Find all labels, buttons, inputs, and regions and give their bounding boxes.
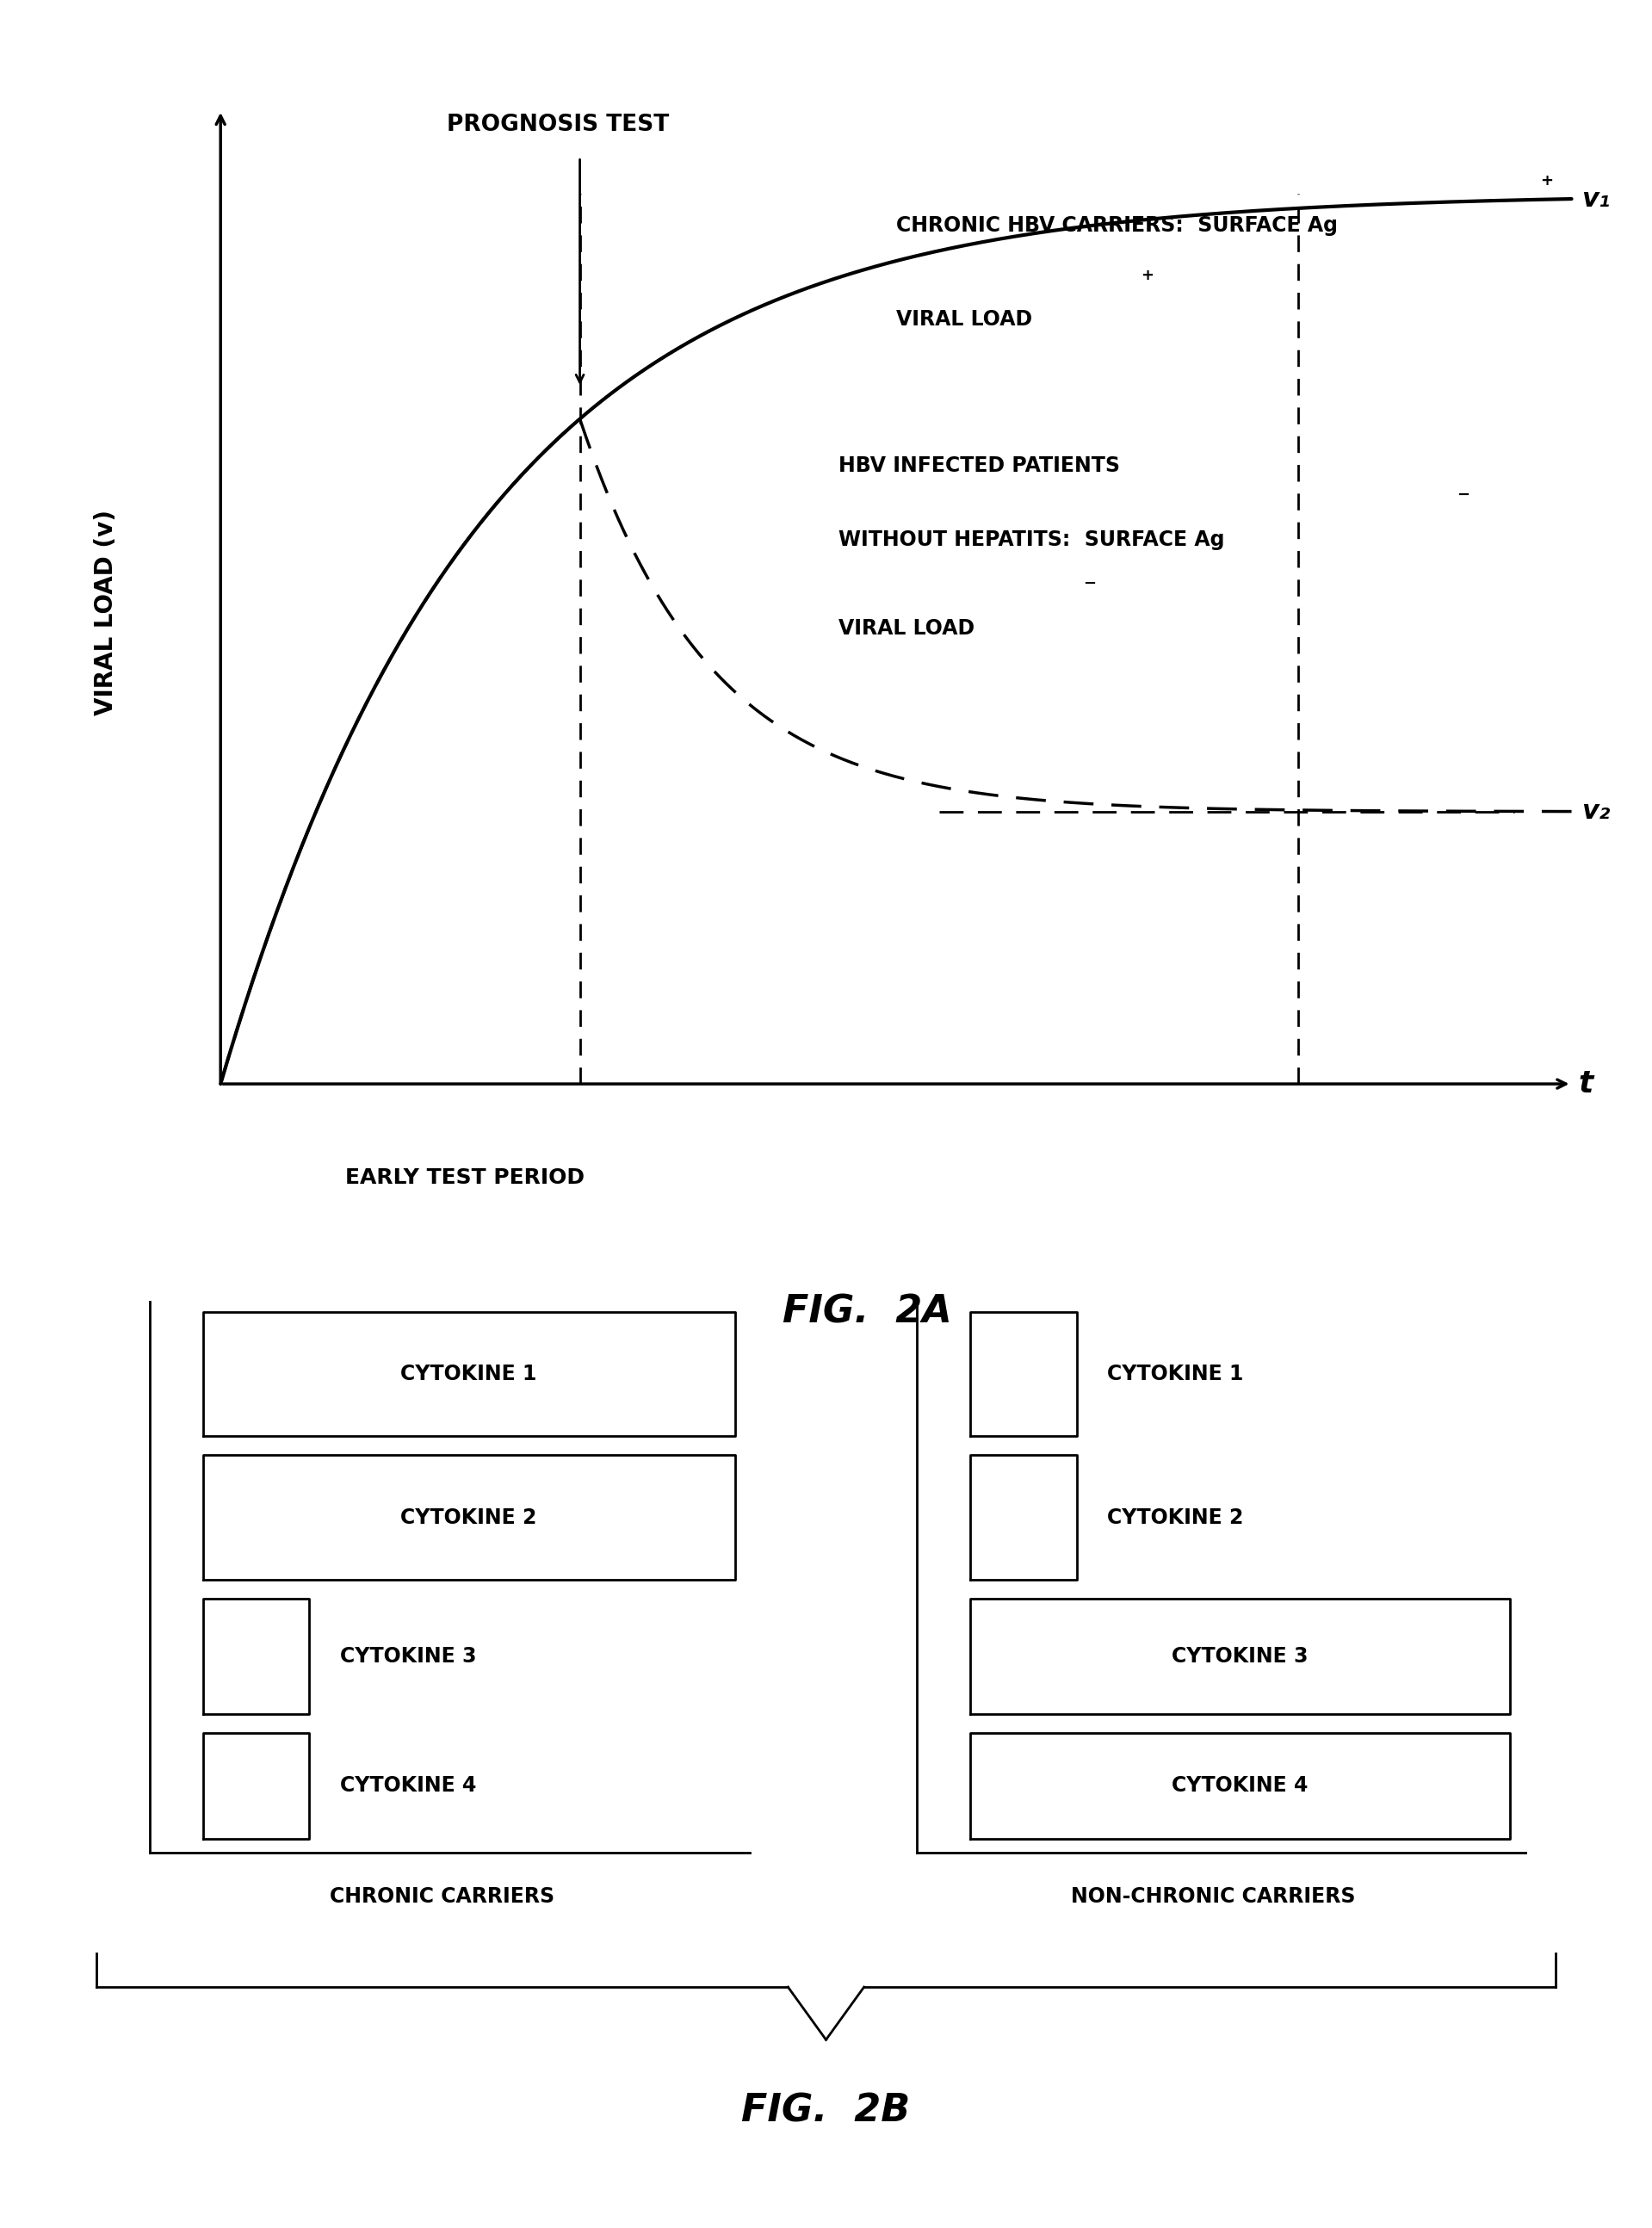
Text: v₁: v₁ <box>1581 187 1611 212</box>
Text: CYTOKINE 1: CYTOKINE 1 <box>401 1364 537 1384</box>
Text: NON-CHRONIC CARRIERS: NON-CHRONIC CARRIERS <box>1070 1887 1356 1907</box>
Text: HBV INFECTED PATIENTS: HBV INFECTED PATIENTS <box>839 457 1120 477</box>
Text: +: + <box>1140 267 1153 283</box>
Text: CYTOKINE 2: CYTOKINE 2 <box>401 1508 537 1528</box>
Text: CYTOKINE 3: CYTOKINE 3 <box>1171 1646 1308 1667</box>
Text: FIG.  2B: FIG. 2B <box>742 2092 910 2130</box>
Text: CYTOKINE 4: CYTOKINE 4 <box>340 1776 476 1796</box>
Text: −: − <box>1457 488 1470 504</box>
Text: VIRAL LOAD: VIRAL LOAD <box>839 617 975 639</box>
Text: CYTOKINE 4: CYTOKINE 4 <box>1171 1776 1308 1796</box>
Text: CYTOKINE 1: CYTOKINE 1 <box>1107 1364 1244 1384</box>
Text: FIG.  2A: FIG. 2A <box>783 1292 952 1330</box>
Text: EARLY TEST PERIOD: EARLY TEST PERIOD <box>345 1167 585 1188</box>
Text: −: − <box>1084 577 1095 593</box>
Text: VIRAL LOAD: VIRAL LOAD <box>895 310 1032 330</box>
Text: v₂: v₂ <box>1581 800 1611 824</box>
Text: VIRAL LOAD (v): VIRAL LOAD (v) <box>94 510 117 715</box>
Text: t: t <box>1579 1069 1594 1098</box>
Text: CHRONIC HBV CARRIERS:  SURFACE Ag: CHRONIC HBV CARRIERS: SURFACE Ag <box>895 214 1338 236</box>
Text: CHRONIC CARRIERS: CHRONIC CARRIERS <box>330 1887 555 1907</box>
Text: CYTOKINE 2: CYTOKINE 2 <box>1107 1508 1244 1528</box>
Text: WITHOUT HEPATITS:  SURFACE Ag: WITHOUT HEPATITS: SURFACE Ag <box>839 528 1224 550</box>
Text: PROGNOSIS TEST: PROGNOSIS TEST <box>448 114 669 136</box>
Text: CYTOKINE 3: CYTOKINE 3 <box>340 1646 476 1667</box>
Text: +: + <box>1540 174 1553 189</box>
